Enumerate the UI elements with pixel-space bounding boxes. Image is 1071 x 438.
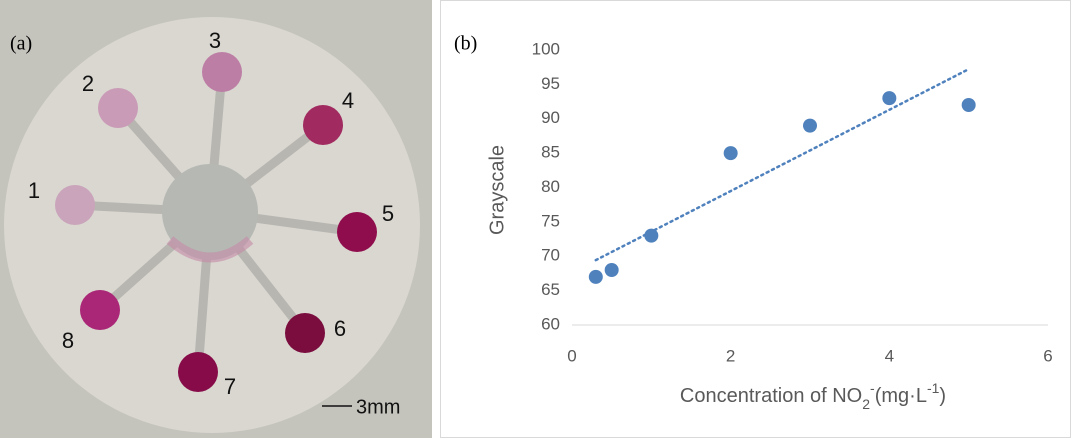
reaction-spot xyxy=(337,212,377,252)
reaction-spot xyxy=(98,88,138,128)
panel-label: (a) xyxy=(10,33,32,55)
y-tick-label: 100 xyxy=(532,39,560,58)
y-tick-label: 60 xyxy=(541,314,560,333)
reaction-spot xyxy=(202,52,242,92)
x-tick-label: 2 xyxy=(726,346,735,365)
x-axis-title-part: -1 xyxy=(927,380,940,396)
x-axis-title-part: - xyxy=(870,380,875,396)
reaction-spot xyxy=(55,185,95,225)
data-point xyxy=(882,91,897,106)
spot-label: 1 xyxy=(28,178,40,203)
data-point xyxy=(723,146,738,161)
x-axis-title-part: Concentration of NO xyxy=(680,385,862,407)
y-tick-label: 75 xyxy=(541,211,560,230)
x-tick-label: 6 xyxy=(1043,346,1052,365)
x-axis-title-part: (mg·L xyxy=(875,385,927,407)
x-axis-title-part: ) xyxy=(939,385,946,407)
y-tick-label: 85 xyxy=(541,143,560,162)
y-tick-label: 80 xyxy=(541,177,560,196)
trendline xyxy=(594,67,970,262)
data-point xyxy=(961,98,976,112)
reaction-spot xyxy=(285,313,325,353)
y-tick-label: 90 xyxy=(541,108,560,127)
photo-panel: (a) 3mm xyxy=(0,0,432,438)
hub xyxy=(162,164,258,260)
spot-label: 3 xyxy=(209,28,221,53)
data-point xyxy=(644,228,659,243)
chart-frame xyxy=(440,0,1071,438)
hub-stain xyxy=(166,236,254,263)
data-point xyxy=(588,269,603,284)
reaction-spot xyxy=(303,105,343,145)
spot-label: 4 xyxy=(342,88,354,113)
data-point xyxy=(604,263,619,277)
y-tick-label: 70 xyxy=(541,246,560,265)
spot-label: 2 xyxy=(82,71,94,96)
spot-label: 6 xyxy=(334,316,346,341)
y-tick-label: 95 xyxy=(541,74,560,93)
scale-bar-label: 3mm xyxy=(356,396,400,418)
reaction-spot xyxy=(80,290,120,330)
data-point xyxy=(803,118,817,133)
y-tick-label: 65 xyxy=(541,280,560,299)
x-axis-title: Concentration of NO2-(mg·L-1) xyxy=(680,380,946,412)
x-tick-label: 0 xyxy=(567,346,576,365)
x-axis-title-part: 2 xyxy=(862,396,870,412)
spots xyxy=(55,52,377,392)
spot-label: 5 xyxy=(382,201,394,226)
x-tick-label: 4 xyxy=(885,346,894,365)
spot-label: 7 xyxy=(224,374,236,399)
reaction-spot xyxy=(178,352,218,392)
panel-label: (b) xyxy=(454,33,477,55)
y-axis-title: Grayscale xyxy=(486,145,508,235)
spot-label: 8 xyxy=(62,328,74,353)
